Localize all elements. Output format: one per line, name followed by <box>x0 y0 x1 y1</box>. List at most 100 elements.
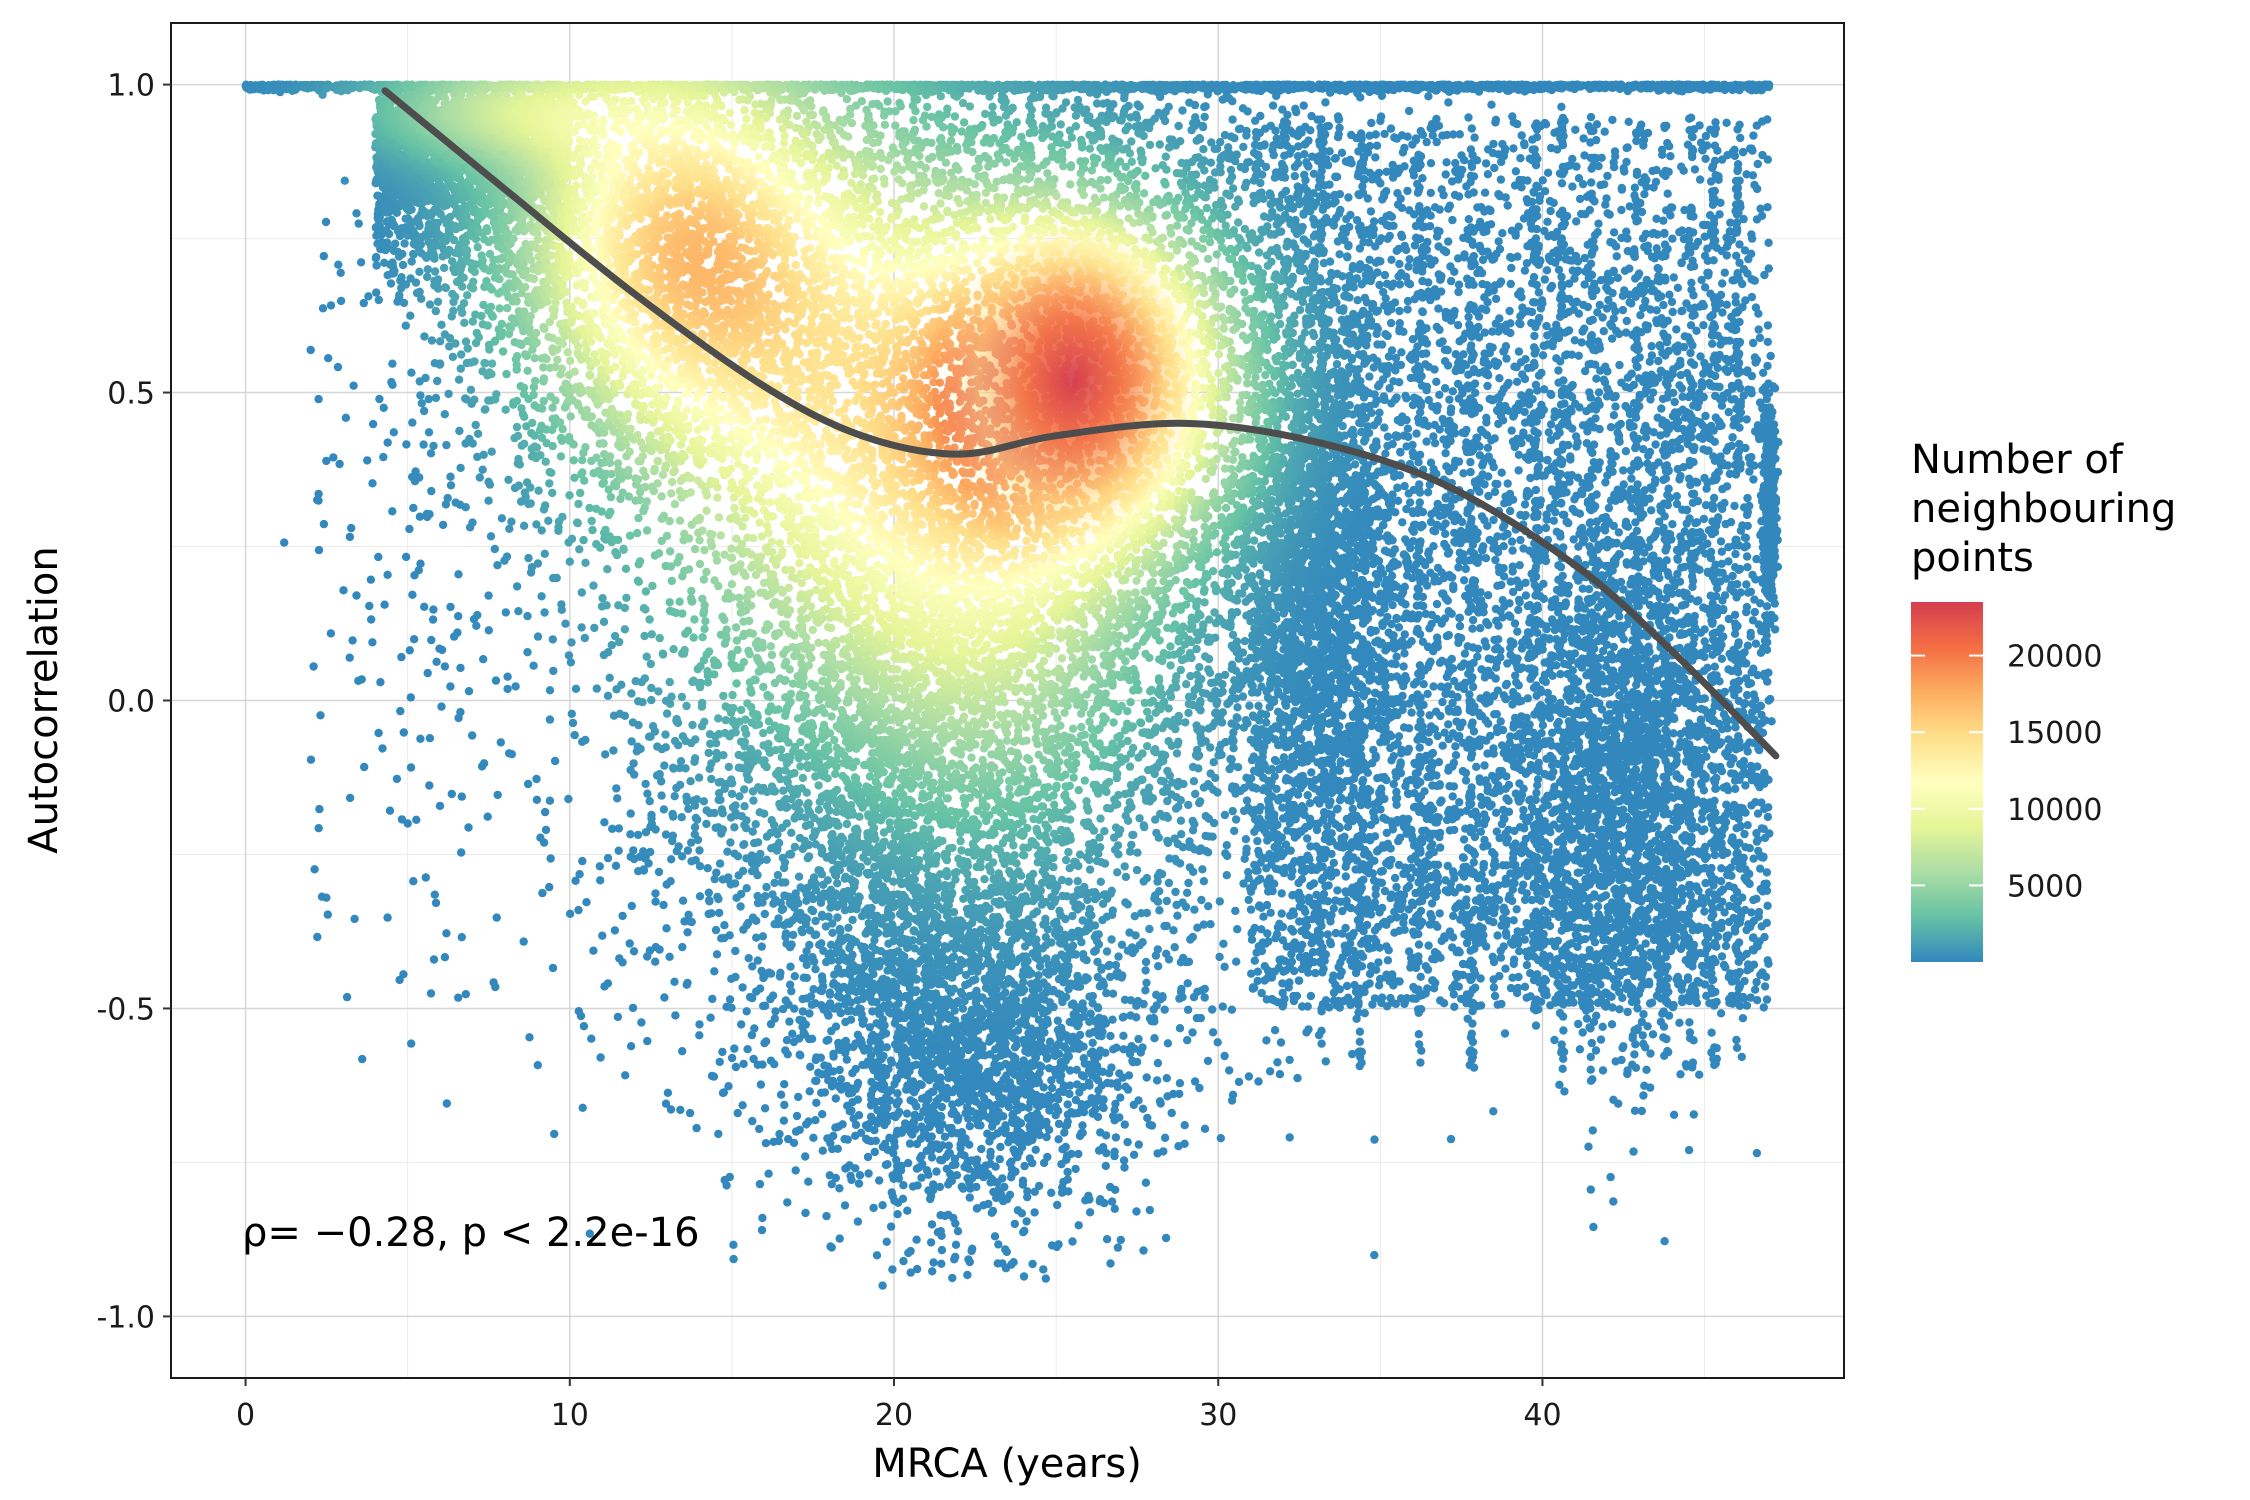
scatter-point <box>1639 141 1648 150</box>
scatter-point <box>1716 340 1725 349</box>
scatter-point <box>1742 510 1752 520</box>
scatter-point <box>1676 532 1685 541</box>
scatter-point <box>1651 875 1661 884</box>
scatter-point <box>1697 275 1706 285</box>
scatter-point <box>1546 1001 1555 1010</box>
scatter-point <box>1733 192 1742 201</box>
scatter-point <box>1719 783 1729 792</box>
scatter-point <box>1742 170 1751 179</box>
scatter-point <box>1682 299 1691 308</box>
scatter-point <box>1638 234 1648 243</box>
scatter-point <box>1760 768 1769 778</box>
scatter-point <box>1655 341 1664 350</box>
scatter-point <box>1586 112 1596 122</box>
scatter-point <box>1740 873 1749 882</box>
scatter-point <box>1756 970 1765 980</box>
scatter-point <box>1763 901 1772 910</box>
scatter-point <box>1596 1035 1606 1044</box>
scatter-point <box>1627 474 1636 483</box>
scatter-point <box>1658 1009 1667 1018</box>
scatter-point <box>1749 895 1758 905</box>
scatter-point <box>1742 552 1752 561</box>
scatter-point <box>1683 439 1692 449</box>
scatter-point <box>1675 381 1684 390</box>
scatter-point <box>1751 639 1761 648</box>
scatter-point <box>1753 996 1762 1005</box>
scatter-point <box>1640 242 1649 252</box>
scatter-point <box>1659 772 1668 782</box>
scatter-point <box>1530 999 1540 1008</box>
scatter-point <box>1718 484 1727 494</box>
scatter-point <box>1763 337 1773 347</box>
scatter-point <box>1684 243 1693 252</box>
scatter-point <box>1752 215 1762 224</box>
scatter-point <box>1646 611 1655 620</box>
scatter-point <box>1585 945 1594 955</box>
scatter-point <box>1553 837 1563 846</box>
scatter-point <box>1619 585 1628 594</box>
scatter-point <box>1647 506 1656 515</box>
scatter-point <box>1717 654 1727 663</box>
scatter-point <box>1677 162 1686 171</box>
scatter-point <box>1637 178 1646 187</box>
scatter-point <box>1667 297 1677 307</box>
scatter-point <box>1639 1039 1648 1049</box>
scatter-point <box>1653 263 1662 273</box>
scatter-point <box>1754 325 1763 334</box>
scatter-point <box>1630 183 1640 192</box>
scatter-point <box>1594 219 1603 228</box>
scatter-point <box>1757 461 1767 470</box>
scatter-point <box>1695 432 1704 442</box>
scatter-point <box>1599 375 1609 384</box>
scatter-point <box>1687 572 1697 581</box>
scatter-point <box>1748 171 1758 180</box>
scatter-point <box>1757 922 1766 931</box>
scatter-point <box>1620 167 1629 176</box>
scatter-point <box>1689 401 1698 410</box>
scatter-point <box>1675 475 1684 484</box>
scatter-point <box>1573 695 1583 704</box>
scatter-point <box>1757 824 1767 833</box>
scatter-point <box>1718 279 1727 288</box>
scatter-point <box>1547 863 1557 873</box>
scatter-point <box>1660 1237 1669 1246</box>
scatter-point <box>1656 366 1666 375</box>
scatter-point <box>1568 762 1578 771</box>
scatter-point <box>1571 125 1580 134</box>
scatter-point <box>1707 762 1716 771</box>
scatter-point <box>1719 960 1729 970</box>
scatter-point <box>1736 133 1745 143</box>
scatter-point <box>1609 228 1619 237</box>
scatter-point <box>1733 125 1742 134</box>
scatter-point <box>1695 175 1705 184</box>
scatter-point <box>1727 769 1736 778</box>
scatter-point <box>1731 176 1741 186</box>
scatter-point <box>1656 1017 1666 1027</box>
scatter-point <box>1603 903 1612 912</box>
scatter-point <box>1738 1014 1748 1023</box>
scatter-point <box>1705 378 1714 388</box>
scatter-point <box>1621 328 1631 337</box>
scatter-point <box>1721 365 1730 374</box>
scatter-point <box>1647 286 1656 296</box>
scatter-point <box>1752 829 1761 838</box>
scatter-point <box>1611 402 1620 411</box>
scatter-point <box>1586 1052 1596 1062</box>
scatter-point <box>1611 1057 1620 1066</box>
scatter-point <box>1697 778 1706 788</box>
scatter-point <box>1600 127 1609 136</box>
scatter-point <box>1617 378 1626 387</box>
scatter-point <box>1489 1107 1498 1116</box>
scatter-point <box>1638 303 1648 313</box>
scatter-point <box>1666 152 1675 161</box>
scatter-point <box>1663 189 1672 198</box>
scatter-point <box>1732 1043 1742 1053</box>
scatter-point <box>1746 993 1756 1002</box>
scatter-point <box>1686 321 1696 330</box>
scatter-point <box>1575 194 1585 204</box>
scatter-point <box>1606 496 1616 505</box>
scatter-point <box>1602 304 1612 313</box>
scatter-point <box>1731 943 1740 952</box>
scatter-point <box>1762 868 1772 877</box>
scatter-point <box>1700 637 1709 646</box>
